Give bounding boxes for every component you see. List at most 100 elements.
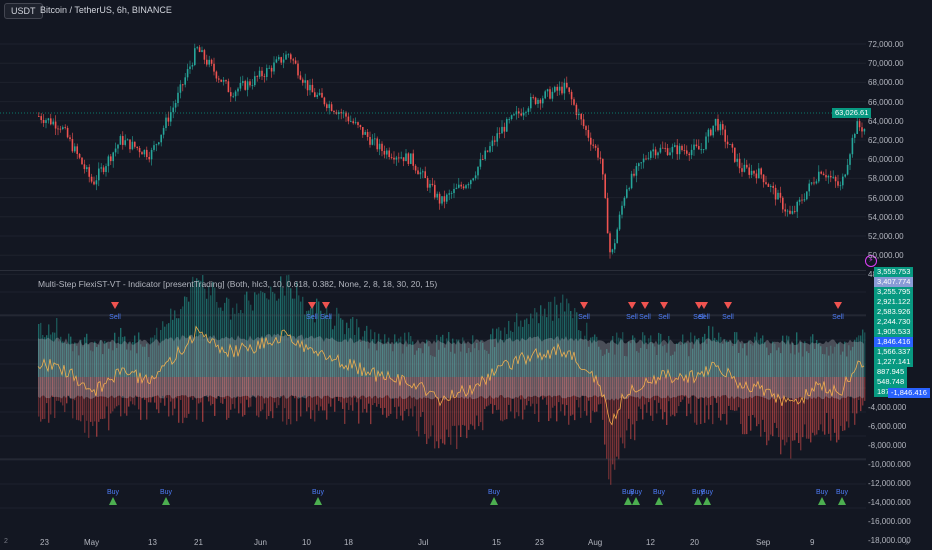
currency-button[interactable]: USDT — [4, 3, 43, 19]
candle-body — [597, 147, 599, 158]
histogram-bar-up — [258, 293, 260, 377]
candle-body — [414, 165, 417, 171]
candle-body — [167, 117, 170, 122]
histogram-bar-down — [720, 377, 722, 421]
histogram-bar-down — [598, 377, 600, 405]
histogram-bar-up — [164, 326, 166, 377]
histogram-bar-down — [678, 377, 680, 407]
candle-body — [230, 92, 232, 97]
histogram-bar-up — [412, 341, 414, 377]
histogram-bar-down — [524, 377, 526, 410]
histogram-bar-down — [408, 377, 410, 417]
histogram-bar-down — [832, 377, 834, 419]
histogram-bar-up — [112, 350, 114, 377]
histogram-bar-down — [606, 377, 608, 459]
price-axis-label: 64,000.00 — [868, 116, 904, 126]
histogram-bar-up — [510, 330, 512, 377]
buy-arrow-icon — [703, 497, 711, 505]
candle-body — [71, 139, 74, 152]
sell-label: Sell — [832, 314, 844, 321]
histogram-bar-down — [322, 377, 324, 411]
price-axis[interactable]: 72,000.00 70,000.00 68,000.00 66,000.00 64,0… — [832, 0, 932, 550]
histogram-bar-down — [594, 377, 596, 413]
histogram-bar-down — [374, 377, 376, 403]
buy-arrow-icon — [655, 497, 663, 505]
candle-body — [47, 118, 50, 121]
time-axis-label: Jul — [418, 538, 429, 547]
histogram-bar-up — [738, 352, 740, 377]
buy-label: Buy — [653, 489, 666, 496]
candle-body — [789, 210, 791, 214]
candle-body — [191, 65, 194, 67]
histogram-bar-down — [282, 377, 284, 422]
histogram-bar-down — [570, 377, 572, 416]
histogram-bar-down — [736, 377, 738, 411]
histogram-bar-up — [592, 336, 594, 377]
histogram-bar-up — [442, 334, 444, 377]
histogram-bar-down — [68, 377, 70, 396]
candle-body — [50, 118, 52, 125]
histogram-bar-down — [160, 377, 162, 403]
candle-body — [83, 164, 86, 170]
candle-body — [594, 145, 597, 148]
histogram-bar-down — [822, 377, 824, 432]
candle-body — [712, 125, 714, 136]
histogram-bar-down — [256, 377, 258, 416]
pane-divider[interactable] — [0, 270, 866, 271]
time-axis[interactable]: 23 May 13 21 Jun 10 18 Jul 15 23 Aug 12 20 Sep 9 — [0, 536, 866, 550]
histogram-bar-up — [110, 342, 112, 377]
sell-label: Sell — [626, 314, 638, 321]
histogram-bar-down — [682, 377, 684, 400]
histogram-bar-up — [616, 332, 618, 377]
sell-arrow-icon — [700, 302, 708, 309]
histogram-bar-up — [726, 340, 728, 377]
histogram-bar-down — [366, 377, 368, 413]
histogram-bar-up — [280, 276, 282, 377]
candle-body — [40, 116, 42, 120]
histogram-bar-up — [58, 341, 60, 377]
histogram-bar-down — [128, 377, 130, 407]
candle-body — [563, 82, 566, 94]
time-axis-label: 10 — [302, 538, 311, 547]
sell-label: Sell — [698, 314, 710, 321]
symbol-title[interactable]: Bitcoin / TetherUS, 6h, BINANCE — [40, 5, 172, 15]
histogram-bar-down — [418, 377, 420, 437]
timezone-corner[interactable]: 2 — [4, 538, 8, 545]
candle-body — [393, 157, 395, 160]
histogram-bar-down — [222, 377, 224, 404]
chart-header: USDT Bitcoin / TetherUS, 6h, BINANCE — [0, 0, 932, 22]
candle-body — [815, 181, 818, 184]
histogram-bar-up — [472, 335, 474, 377]
histogram-bar-down — [466, 377, 468, 439]
indicator-title[interactable]: Multi-Step FlexiST-VT - Indicator [prese… — [38, 279, 438, 289]
histogram-bar-up — [62, 341, 64, 377]
candle-body — [640, 162, 642, 164]
scroll-right-icon[interactable]: » — [905, 538, 910, 547]
candle-body — [686, 150, 688, 154]
histogram-bar-up — [240, 309, 242, 377]
histogram-bar-down — [332, 377, 334, 399]
histogram-bar-down — [86, 377, 88, 421]
histogram-bar-up — [514, 322, 516, 377]
histogram-bar-down — [398, 377, 400, 407]
lightning-icon[interactable]: ⚡ — [865, 255, 877, 267]
candle-body — [578, 113, 580, 116]
histogram-bar-down — [102, 377, 104, 419]
histogram-bar-down — [414, 377, 416, 407]
histogram-bar-up — [648, 338, 650, 377]
sell-label: Sell — [306, 314, 318, 321]
histogram-bar-up — [72, 351, 74, 377]
candle-body — [215, 71, 218, 79]
histogram-bar-up — [774, 343, 776, 377]
histogram-bar-up — [160, 329, 162, 377]
histogram-bar-up — [398, 338, 400, 377]
candle-body — [170, 112, 172, 122]
histogram-bar-up — [732, 345, 734, 377]
histogram-bar-down — [860, 377, 862, 412]
sell-arrow-icon — [641, 302, 649, 309]
histogram-bar-down — [74, 377, 76, 401]
candle-body — [364, 132, 366, 135]
candle-body — [858, 121, 861, 128]
